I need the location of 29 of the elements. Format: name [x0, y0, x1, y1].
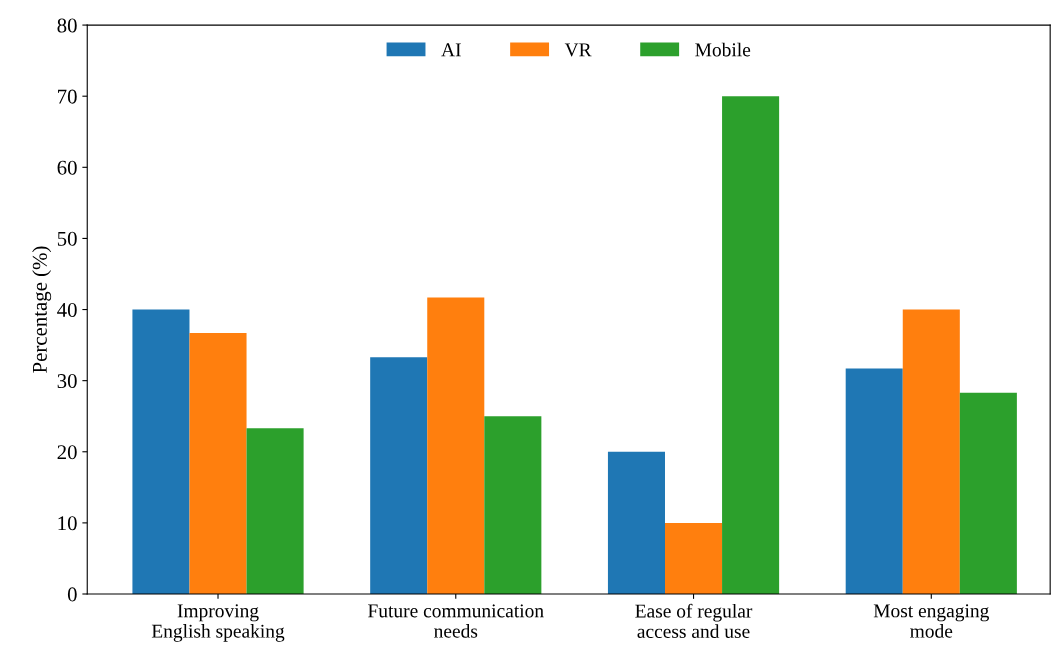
bar: [607, 451, 665, 594]
bar: [132, 309, 190, 594]
legend-label: Mobile: [695, 42, 751, 57]
legend-label: VR: [564, 43, 592, 57]
bar: [959, 392, 1017, 594]
y-tick-label: 40: [57, 302, 77, 317]
legend-label: AI: [441, 43, 461, 57]
y-tick-label: 20: [57, 445, 77, 460]
bar: [189, 333, 247, 594]
x-tick-label: Most engaging mode: [873, 604, 989, 638]
y-tick-label: 80: [57, 18, 77, 33]
y-tick-label: 10: [58, 516, 77, 531]
bar: [722, 96, 780, 594]
bar: [665, 522, 723, 594]
bar: [427, 297, 485, 594]
y-tick-label: 70: [58, 89, 77, 104]
bar: [246, 428, 304, 594]
y-tick-label: 50: [57, 231, 77, 246]
bar: [845, 368, 903, 594]
y-tick-label: 30: [57, 374, 77, 389]
bar: [484, 416, 542, 594]
bar: [902, 309, 960, 594]
x-tick-label: Future communication needs: [368, 604, 544, 638]
y-axis-title: Percentage (%): [32, 246, 52, 373]
bar: [370, 357, 428, 594]
x-tick-label: Improving English speaking: [151, 604, 285, 642]
y-tick-label: 60: [57, 160, 77, 175]
x-tick-label: Ease of regular access and use: [635, 603, 753, 638]
y-tick-label: 0: [67, 587, 77, 602]
